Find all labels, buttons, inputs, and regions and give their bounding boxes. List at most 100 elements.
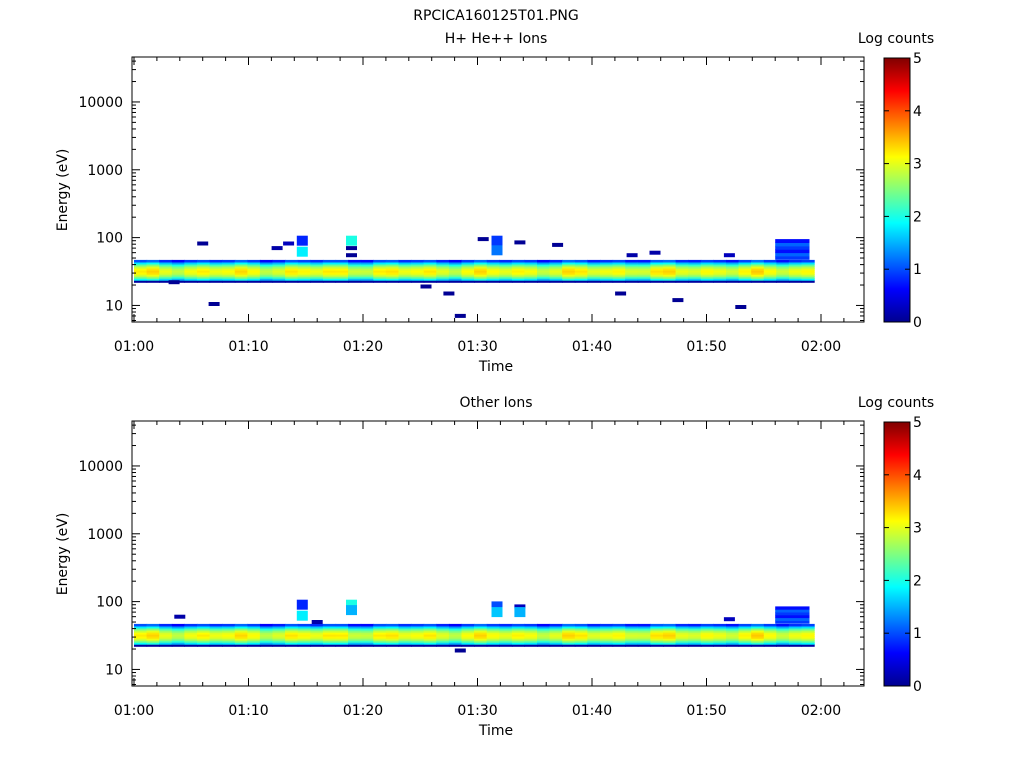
spot-cell	[735, 305, 747, 309]
band-cell	[524, 263, 538, 267]
band-cell	[411, 625, 425, 629]
band-cell	[259, 261, 274, 265]
band-cell	[159, 627, 173, 631]
band-cell	[448, 278, 463, 281]
band-cell	[171, 630, 185, 633]
band-cell	[612, 627, 626, 631]
band-cell	[549, 276, 563, 279]
band-cell	[801, 276, 815, 279]
band-cell	[234, 266, 248, 269]
band-cell	[222, 261, 236, 265]
band-cell	[524, 272, 538, 275]
band-cell	[159, 261, 173, 265]
band-cell	[650, 623, 664, 627]
band-cell	[663, 280, 677, 283]
band-cell	[234, 630, 248, 633]
band-cell	[398, 274, 412, 277]
band-cell	[587, 632, 601, 635]
band-cell	[310, 263, 324, 267]
band-cell	[612, 259, 626, 263]
band-cell	[171, 272, 185, 275]
band-cell	[788, 627, 803, 631]
band-cell	[751, 638, 765, 641]
band-cell	[524, 632, 538, 635]
band-cell	[310, 259, 324, 263]
band-cell	[209, 623, 223, 627]
band-cell	[197, 638, 211, 641]
band-cell	[373, 276, 387, 279]
band-cell	[146, 625, 160, 629]
band-cell	[322, 270, 337, 273]
band-cell	[234, 280, 248, 283]
panel-0-colorbar-label: Log counts	[858, 31, 934, 47]
band-cell	[297, 270, 311, 273]
band-cell	[549, 270, 563, 273]
band-cell	[688, 270, 702, 273]
band-cell	[398, 266, 412, 269]
band-cell	[348, 632, 362, 635]
band-cell	[348, 266, 362, 269]
band-cell	[385, 627, 400, 631]
band-cell	[600, 638, 614, 641]
band-cell	[259, 259, 274, 263]
band-cell	[285, 642, 299, 645]
band-cell	[272, 632, 286, 635]
band-cell	[713, 272, 727, 275]
spot-cell	[271, 246, 283, 251]
band-cell	[763, 634, 777, 637]
band-cell	[587, 270, 601, 273]
band-cell	[184, 266, 198, 269]
band-cell	[335, 280, 349, 283]
spot-cell	[283, 241, 295, 246]
band-cell	[637, 266, 651, 269]
band-cell	[222, 259, 236, 263]
band-cell	[637, 263, 651, 267]
band-cell	[788, 636, 803, 639]
band-cell	[411, 263, 425, 267]
panel-1-axes: 01:00 01:10 01:20 01:30 01:40 01:50 02:00 10 100…	[78, 421, 864, 719]
band-cell	[524, 640, 538, 643]
band-cell	[801, 272, 815, 275]
band-cell	[335, 623, 349, 627]
band-cell	[411, 274, 425, 277]
band-cell	[549, 625, 563, 629]
band-cell	[776, 627, 790, 631]
band-cell	[562, 261, 576, 265]
band-cell	[574, 270, 588, 273]
band-cell	[713, 280, 727, 283]
band-cell	[385, 634, 400, 637]
band-cell	[184, 261, 198, 265]
band-cell	[448, 636, 463, 639]
band-cell	[436, 278, 450, 281]
band-cell	[625, 630, 639, 633]
band-cell	[738, 642, 752, 645]
band-cell	[310, 627, 324, 631]
band-cell	[574, 644, 588, 647]
band-cell	[259, 278, 274, 281]
band-cell	[726, 276, 740, 279]
band-cell	[423, 623, 437, 627]
band-cell	[688, 268, 702, 271]
band-cell	[398, 261, 412, 265]
y-tick-label: 10	[105, 662, 123, 678]
band-cell	[663, 634, 677, 637]
end-block	[775, 606, 810, 624]
band-cell	[222, 642, 236, 645]
band-cell	[322, 630, 337, 633]
band-cell	[411, 280, 425, 283]
band-cell	[637, 274, 651, 277]
band-cell	[788, 644, 803, 647]
band-cell	[461, 261, 475, 265]
band-cell	[398, 634, 412, 637]
band-cell	[348, 630, 362, 633]
band-cell	[285, 270, 299, 273]
band-cell	[751, 266, 765, 269]
panel-1-colorbar-ticks: 0 1 2 3 4 5	[884, 415, 922, 695]
band-cell	[801, 642, 815, 645]
band-cell	[285, 280, 299, 283]
band-cell	[322, 272, 337, 275]
band-cell	[726, 280, 740, 283]
band-cell	[348, 623, 362, 627]
band-cell	[146, 644, 160, 647]
band-cell	[411, 627, 425, 631]
